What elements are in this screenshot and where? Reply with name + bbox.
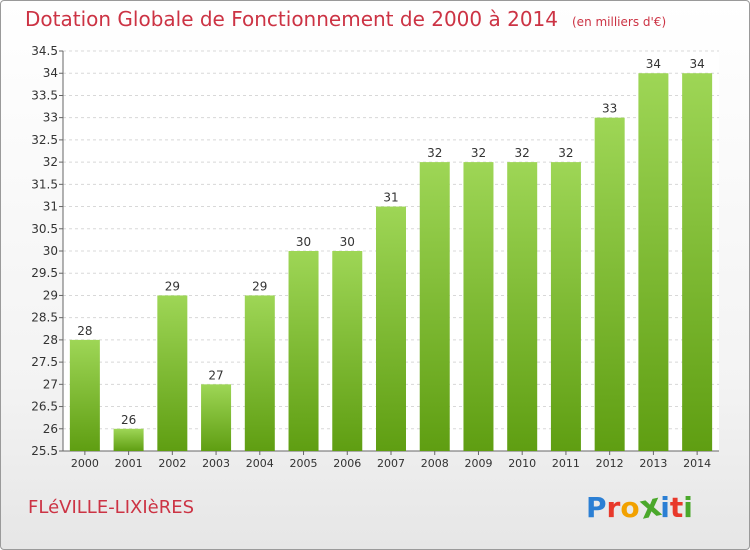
data-label-2013: 34 [646,57,661,71]
data-label-2006: 30 [340,235,355,249]
y-tick-label-8: 29.5 [31,266,58,280]
x-tick-label-2002: 2002 [158,457,186,470]
y-tick-label-6: 28.5 [31,311,58,325]
y-tick-label-14: 32.5 [31,133,58,147]
data-label-2011: 32 [558,146,573,160]
bar-2013 [638,73,669,451]
bar-2014 [682,73,713,451]
data-label-2014: 34 [689,57,704,71]
bar-2011 [550,162,581,451]
logo-letter: P [586,491,607,524]
logo-letter: i [660,491,670,524]
x-tick-label-2014: 2014 [683,457,711,470]
data-label-2007: 31 [383,191,398,205]
logo-letter: i [683,491,693,524]
data-label-2009: 32 [471,146,486,160]
chart-title: Dotation Globale de Fonctionnement de 20… [25,7,666,31]
data-label-2010: 32 [515,146,530,160]
data-label-2004: 29 [252,279,267,293]
x-tick-label-2013: 2013 [639,457,667,470]
x-tick-label-2009: 2009 [464,457,492,470]
x-tick-label-2004: 2004 [246,457,274,470]
bar-2008 [419,162,450,451]
x-tick-label-2010: 2010 [508,457,536,470]
bar-2000 [69,339,100,451]
bar-2006 [332,251,363,451]
logo-letter: r [606,491,621,524]
bar-2007 [376,206,406,451]
bar-2005 [288,251,319,451]
y-tick-label-0: 25.5 [31,444,58,458]
x-tick-label-2001: 2001 [115,457,143,470]
x-tick-label-2011: 2011 [552,457,580,470]
y-tick-label-7: 29 [43,288,58,302]
bar-2002 [157,295,188,451]
x-tick-label-2003: 2003 [202,457,230,470]
y-tick-label-13: 32 [43,155,58,169]
y-tick-label-3: 27 [43,377,58,391]
bar-2001 [113,428,144,451]
data-label-2000: 28 [77,324,92,338]
bar-2010 [507,162,538,451]
y-tick-label-9: 30 [43,244,58,258]
x-tick-label-2000: 2000 [71,457,99,470]
logo-letter: t [669,491,684,524]
y-tick-label-12: 31.5 [31,177,58,191]
y-tick-label-1: 26 [43,422,58,436]
data-label-2001: 26 [121,413,136,427]
y-tick-label-15: 33 [43,111,58,125]
x-tick-label-2008: 2008 [421,457,449,470]
y-tick-label-5: 28 [43,333,58,347]
bar-2004 [244,295,275,451]
proxiti-logo: Proxiti [586,485,693,526]
y-tick-label-17: 34 [43,66,58,80]
bar-2003 [201,384,232,451]
chart-unit: (en milliers d'€) [572,15,667,29]
data-label-2005: 30 [296,235,311,249]
y-tick-label-16: 33.5 [31,88,58,102]
x-tick-label-2005: 2005 [290,457,318,470]
bar-2012 [594,117,625,452]
y-tick-label-4: 27.5 [31,355,58,369]
logo-letter: o [620,491,640,524]
data-label-2003: 27 [208,368,223,382]
data-label-2012: 33 [602,102,617,116]
bar-2009 [463,162,494,451]
y-tick-label-18: 34.5 [31,44,58,58]
y-tick-label-10: 30.5 [31,222,58,236]
x-tick-label-2006: 2006 [333,457,361,470]
data-label-2008: 32 [427,146,442,160]
chart-title-text: Dotation Globale de Fonctionnement de 20… [25,7,558,31]
y-tick-label-2: 26.5 [31,400,58,414]
y-tick-label-11: 31 [43,200,58,214]
commune-name: FLéVILLE-LIXIèRES [28,497,195,518]
x-tick-label-2012: 2012 [596,457,624,470]
x-tick-label-2007: 2007 [377,457,405,470]
data-label-2002: 29 [165,279,180,293]
